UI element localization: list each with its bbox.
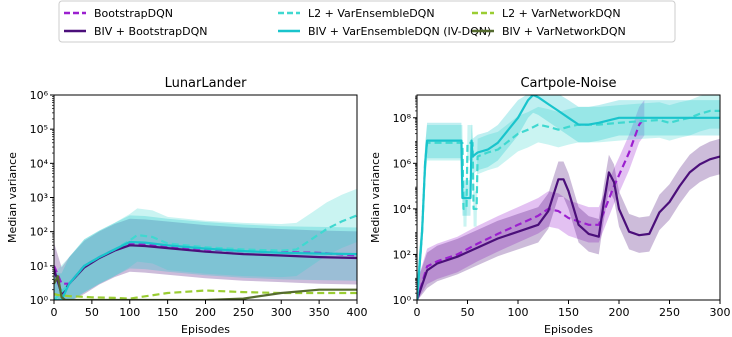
legend-label-biv-varnetworkdqn: BIV + VarNetworkDQN xyxy=(502,25,626,38)
series-line-l2-varensembledqn xyxy=(417,109,720,300)
y-tick-label: 10⁶ xyxy=(30,89,49,102)
x-tick-label: 200 xyxy=(195,306,216,319)
x-tick-label: 250 xyxy=(233,306,254,319)
legend-frame xyxy=(58,0,676,43)
x-axis-label: Episodes xyxy=(181,323,230,336)
chart-title: LunarLander xyxy=(165,76,248,91)
x-axis-label: Episodes xyxy=(544,323,593,336)
y-tick-label: 10³ xyxy=(30,192,48,205)
x-tick-label: 50 xyxy=(461,306,475,319)
series-line-bootstrapdqn xyxy=(417,117,646,300)
x-tick-label: 300 xyxy=(710,306,731,319)
x-tick-label: 100 xyxy=(119,306,140,319)
plot-lunarlander: LunarLander Episodes Median variance 0 50 100… xyxy=(6,76,368,336)
y-tick-label: 10⁴ xyxy=(393,203,412,216)
series-line-l2-varnetworkdqn xyxy=(54,289,357,300)
x-tick-label: 150 xyxy=(558,306,579,319)
x-tick-label: 150 xyxy=(157,306,178,319)
plot-cartpole-noise: Cartpole-Noise Episodes Median variance 0 50… xyxy=(369,76,731,336)
series-line-biv-varnetworkdqn xyxy=(54,275,357,300)
x-tick-label: 300 xyxy=(271,306,292,319)
y-tick-label: 10⁶ xyxy=(393,157,412,170)
x-tick-label: 200 xyxy=(609,306,630,319)
y-tick-label: 10⁰ xyxy=(30,294,49,307)
y-tick-label: 10⁵ xyxy=(30,123,48,136)
y-tick-label: 10² xyxy=(30,226,48,239)
y-tick-label: 10¹ xyxy=(30,260,48,273)
band-biv-bootstrapdqn xyxy=(54,218,357,300)
legend-label-biv-varensembledqn-iv-dqn: BIV + VarEnsembleDQN (IV-DQN) xyxy=(308,25,491,38)
legend-label-bootstrapdqn: BootstrapDQN xyxy=(94,7,173,20)
y-tick-label: 10⁸ xyxy=(393,112,412,125)
series-line-biv-varensembledqn-iv-dqn xyxy=(54,240,357,300)
series-line-biv-varensembledqn-iv-dqn xyxy=(417,95,720,300)
x-tick-label: 400 xyxy=(347,306,368,319)
plot-area xyxy=(417,95,720,300)
legend-label-l2-varnetworkdqn: L2 + VarNetworkDQN xyxy=(502,7,621,20)
y-tick-label: 10² xyxy=(393,248,411,261)
chart-title: Cartpole-Noise xyxy=(520,76,616,91)
series-line-biv-bootstrapdqn xyxy=(417,155,720,300)
band-biv-bootstrapdqn xyxy=(417,138,720,300)
legend-label-l2-varensembledqn: L2 + VarEnsembleDQN xyxy=(308,7,435,20)
x-tick-label: 0 xyxy=(51,306,58,319)
x-tick-label: 50 xyxy=(85,306,99,319)
y-axis-label: Median variance xyxy=(6,152,19,243)
band-biv-varensembledqn-iv-dqn xyxy=(54,215,357,300)
x-tick-label: 0 xyxy=(414,306,421,319)
band-l2-varensembledqn xyxy=(54,188,357,300)
y-axis-label: Median variance xyxy=(369,152,382,243)
legend: BootstrapDQN BIV + BootstrapDQN L2 + VarEn… xyxy=(58,0,676,43)
legend-label-biv-bootstrapdqn: BIV + BootstrapDQN xyxy=(94,25,208,38)
y-tick-label: 10⁴ xyxy=(30,157,49,170)
plot-area xyxy=(54,188,357,300)
x-tick-label: 100 xyxy=(508,306,529,319)
x-tick-label: 250 xyxy=(659,306,680,319)
y-tick-label: 10⁰ xyxy=(393,294,412,307)
x-tick-label: 350 xyxy=(309,306,330,319)
